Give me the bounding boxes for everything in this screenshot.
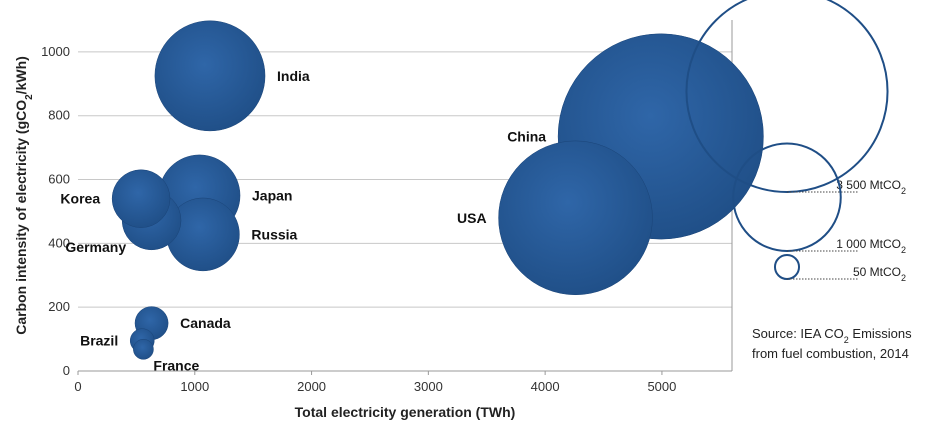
x-tick-label: 1000 (180, 379, 209, 394)
label-korea: Korea (60, 191, 100, 207)
label-france: France (153, 357, 199, 373)
y-tick-label: 1000 (41, 44, 70, 59)
label-germany: Germany (65, 239, 126, 255)
y-axis-title-sub: 2 (24, 94, 35, 100)
point-labels: India China Korea Japan Germany USA Russia Cana… (60, 68, 546, 373)
legend-label: 1 000 MtCO2 (836, 237, 906, 255)
legend-label: 3 500 MtCO2 (836, 178, 906, 196)
legend-circle (732, 142, 842, 253)
x-tick-label: 4000 (531, 379, 560, 394)
x-axis-ticks: 0 1000 2000 3000 4000 5000 (74, 371, 676, 394)
source-line: Source: IEA CO2 Emissions (752, 326, 912, 345)
label-japan: Japan (252, 188, 292, 204)
x-tick-label: 3000 (414, 379, 443, 394)
bubbles (111, 20, 764, 360)
legend-label: 50 MtCO2 (853, 265, 906, 283)
y-tick-label: 200 (48, 299, 70, 314)
label-india: India (277, 68, 310, 84)
bubble-usa (498, 140, 653, 296)
legend-circle (773, 253, 801, 280)
x-tick-label: 0 (74, 379, 81, 394)
bubble-korea (111, 169, 171, 228)
label-canada: Canada (180, 315, 231, 331)
y-tick-label: 800 (48, 108, 70, 123)
label-china: China (507, 128, 546, 144)
y-axis-title-part: Carbon intensity of electricity (gCO (13, 100, 29, 335)
y-axis-title: Carbon intensity of electricity (gCO2/kW… (13, 56, 35, 335)
bubble-india (154, 20, 266, 132)
y-axis-title-part: /kWh) (13, 56, 29, 94)
x-axis-title: Total electricity generation (TWh) (295, 404, 516, 420)
x-tick-label: 5000 (647, 379, 676, 394)
label-brazil: Brazil (80, 333, 118, 349)
x-tick-label: 2000 (297, 379, 326, 394)
source-line: from fuel combustion, 2014 (752, 346, 909, 361)
y-tick-label: 600 (48, 172, 70, 187)
size-legend: 3 500 MtCO2 1 000 MtCO2 50 MtCO2 (685, 0, 906, 283)
bubble-france (133, 338, 154, 360)
y-axis-ticks: 0 200 400 600 800 1000 (41, 44, 70, 378)
label-russia: Russia (251, 226, 297, 242)
label-usa: USA (457, 210, 487, 226)
y-tick-label: 0 (63, 363, 70, 378)
y-tick-label: 400 (48, 235, 70, 250)
